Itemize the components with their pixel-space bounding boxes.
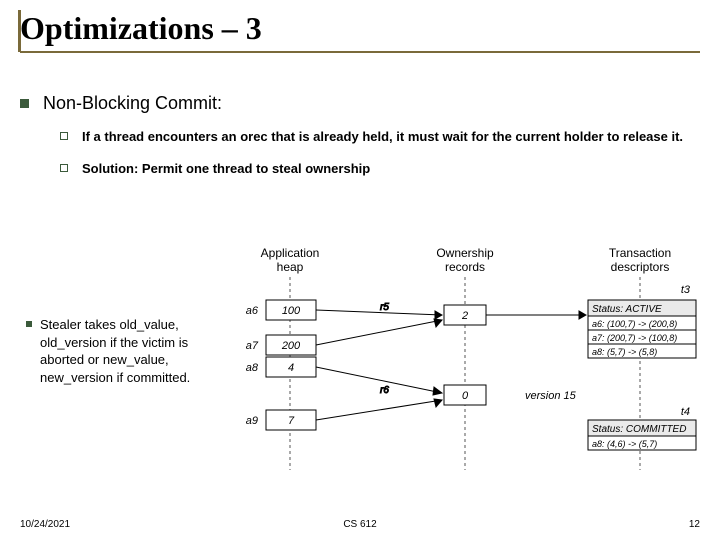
svg-text:r6: r6 [380, 385, 389, 396]
footer-course: CS 612 [343, 519, 376, 530]
tx-header2: descriptors [611, 260, 670, 274]
heap-header: Application [261, 246, 320, 260]
svg-text:0: 0 [462, 390, 469, 402]
bullet-l2-text: Solution: Permit one thread to steal own… [82, 160, 370, 178]
note-block: Stealer takes old_value, old_version if … [26, 316, 218, 386]
svg-text:a7: (200,7) -> (100,8): a7: (200,7) -> (100,8) [592, 333, 677, 343]
bullet-hollow-icon [60, 132, 68, 140]
svg-text:a9: a9 [246, 415, 258, 427]
own-header2: records [445, 260, 485, 274]
svg-text:t3: t3 [681, 284, 691, 296]
title-accent [18, 10, 21, 52]
svg-text:4: 4 [288, 362, 294, 374]
own-row-2: 0 version 15 [444, 385, 577, 405]
arrow-a6: r5 [316, 302, 442, 319]
svg-text:a8: (5,7) -> (5,8): a8: (5,7) -> (5,8) [592, 347, 657, 357]
svg-text:200: 200 [281, 340, 301, 352]
svg-text:a6: a6 [246, 305, 259, 317]
arrow-a9 [316, 399, 442, 420]
bullet-l1-text: Non-Blocking Commit: [43, 93, 222, 114]
tx-t4: t4 Status: COMMITTED a8: (4,6) -> (5,7) [588, 406, 696, 450]
tx-t3: t3 Status: ACTIVE a6: (100,7) -> (200,8)… [588, 284, 696, 358]
bullet-level2: Solution: Permit one thread to steal own… [60, 160, 700, 178]
bullet-square-small-icon [26, 321, 32, 327]
svg-text:a6: (100,7) -> (200,8): a6: (100,7) -> (200,8) [592, 319, 677, 329]
heap-row-a8: 4 a8 [246, 357, 316, 377]
bullet-level2: If a thread encounters an orec that is a… [60, 128, 700, 146]
page-title: Optimizations – 3 [20, 10, 700, 53]
arrow-a7 [316, 319, 442, 345]
svg-text:7: 7 [288, 415, 295, 427]
own-header: Ownership [436, 246, 494, 260]
bullet-hollow-icon [60, 164, 68, 172]
svg-text:a8: a8 [246, 362, 259, 374]
svg-text:a8: (4,6) -> (5,7): a8: (4,6) -> (5,7) [592, 439, 657, 449]
svg-text:Status: ACTIVE: Status: ACTIVE [592, 304, 662, 315]
bullet-square-icon [20, 99, 29, 108]
svg-text:version 15: version 15 [525, 390, 577, 402]
heap-row-a7: 200 a7 [246, 335, 316, 355]
heap-row-a9: 7 a9 [246, 410, 316, 430]
footer-date: 10/24/2021 [20, 519, 70, 530]
svg-text:2: 2 [461, 310, 468, 322]
arrow-own-t3 [486, 311, 586, 319]
footer: 10/24/2021 CS 612 12 [20, 519, 700, 530]
heap-row-a6: 100 a6 [246, 300, 316, 320]
bullet-l2-text: If a thread encounters an orec that is a… [82, 128, 683, 146]
svg-text:a7: a7 [246, 340, 259, 352]
own-row-1: 2 [444, 305, 486, 325]
bullet-level1: Non-Blocking Commit: [20, 93, 700, 114]
footer-page: 12 [689, 519, 700, 530]
svg-text:100: 100 [282, 305, 301, 317]
note-text: Stealer takes old_value, old_version if … [40, 316, 218, 386]
tx-header: Transaction [609, 246, 671, 260]
heap-header2: heap [277, 260, 304, 274]
svg-text:r5: r5 [380, 302, 389, 313]
arrow-a8: r6 [316, 367, 442, 396]
diagram-svg: Application heap Ownership records Trans… [230, 245, 700, 475]
svg-text:t4: t4 [681, 406, 690, 418]
svg-text:Status: COMMITTED: Status: COMMITTED [592, 424, 686, 435]
